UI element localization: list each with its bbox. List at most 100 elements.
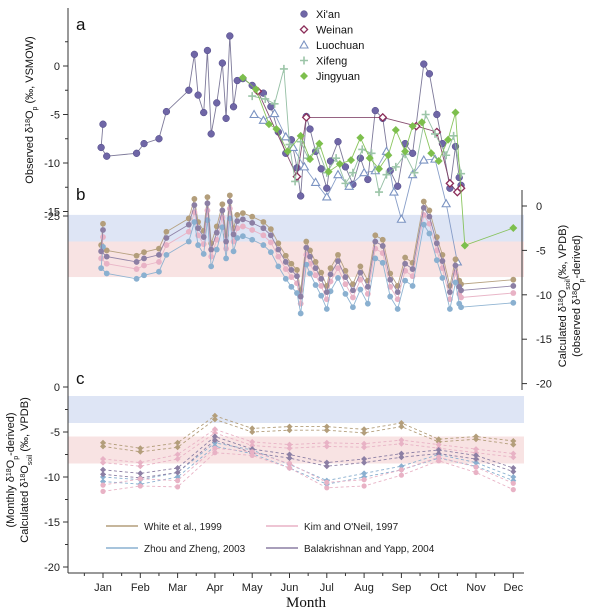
legend-a-label: Xi'an <box>316 9 340 21</box>
series-c-point <box>100 471 106 478</box>
series-a-point <box>445 178 455 188</box>
x-tick-label: May <box>242 582 263 594</box>
series-b-line <box>100 218 514 314</box>
series-a-point <box>444 135 453 144</box>
series-b-point <box>208 253 215 260</box>
series-a-point <box>391 126 400 135</box>
legend-a-marker <box>300 10 308 18</box>
series-a-point <box>296 131 305 140</box>
series-b-point <box>379 243 386 249</box>
series-b-point <box>234 211 241 218</box>
series-b-point <box>234 235 241 241</box>
series-b-point <box>372 232 379 239</box>
series-c-point <box>323 427 330 434</box>
series-a-point <box>341 179 350 188</box>
legend-a-label: Jingyuan <box>316 71 360 83</box>
series-a-point <box>207 130 215 138</box>
series-a-point <box>285 140 294 149</box>
series-b-point <box>191 202 198 209</box>
y-title-a: Observed δ18Op (‰, VSMOW) <box>24 36 39 183</box>
series-a-point <box>348 168 357 177</box>
tick-label-a: -10 <box>44 158 60 170</box>
series-b-point <box>510 283 517 289</box>
series-a-point <box>226 32 234 40</box>
series-c-extra-point <box>398 472 404 478</box>
tick-label-c: -5 <box>50 427 60 439</box>
series-c-line <box>102 439 514 479</box>
y-title-b-line2-part: (observed δ <box>571 299 583 357</box>
series-b-point <box>452 262 459 269</box>
series-b-point <box>185 238 192 245</box>
series-b-point <box>426 230 433 237</box>
series-b-line <box>100 195 514 291</box>
legend-a-marker <box>300 56 308 65</box>
series-a-point <box>375 164 384 173</box>
series-c-point <box>473 436 479 443</box>
series-b-point <box>185 228 192 235</box>
series-b-point <box>327 271 334 278</box>
series-a-point <box>417 118 426 127</box>
legends: Xi'an Weinan Luochuan Xifeng Jingyuan White e… <box>106 9 435 555</box>
series-c-point <box>510 441 517 448</box>
series-c-extra-point <box>175 484 181 490</box>
series-b-point <box>303 244 310 251</box>
series-b-point <box>342 267 349 274</box>
series-b-point <box>223 245 229 252</box>
series-b-point <box>98 255 105 262</box>
series-a-point <box>248 92 257 101</box>
y-title-c-line1-part: -derived) <box>5 412 17 455</box>
series-c-point <box>473 452 479 459</box>
series-c-point <box>361 440 368 447</box>
series-b-point <box>420 204 427 211</box>
band-1-1 <box>68 436 524 464</box>
series-b-point <box>297 310 304 317</box>
series-b-2 <box>98 215 517 317</box>
series-a-point <box>384 151 393 160</box>
series-b-point <box>323 289 330 296</box>
series-b-point <box>195 225 202 232</box>
series-b-point <box>297 293 304 300</box>
y-title-a-part: 18 <box>25 119 32 127</box>
series-b-point <box>312 259 319 265</box>
y-title-a-part: (‰, VSMOW) <box>24 36 36 106</box>
y-title-c-line2-part: (‰, VPDB) <box>19 397 31 454</box>
series-b-point <box>439 275 446 281</box>
legend-a-marker <box>299 24 309 35</box>
legend-a-label: Weinan <box>316 25 353 37</box>
series-c-extra-point <box>473 464 479 470</box>
series-c-point <box>286 455 293 462</box>
series-b-point <box>163 228 170 235</box>
series-b-point <box>163 242 170 248</box>
series-b-point <box>230 248 237 255</box>
series-a-point <box>264 120 273 129</box>
series-b-point <box>357 263 364 270</box>
series-b-point <box>335 258 341 264</box>
series-a-point <box>213 99 221 107</box>
series-b-point <box>294 290 300 296</box>
series-a-luochuan <box>249 108 463 266</box>
series-b-point <box>318 283 325 289</box>
series-c-point <box>398 420 405 426</box>
series-b-1 <box>98 205 517 307</box>
series-a-point <box>269 108 280 118</box>
series-c-point <box>510 454 517 461</box>
series-b-point <box>364 283 371 290</box>
series-a-point <box>103 152 111 160</box>
series-b-point <box>357 276 364 283</box>
series-b-point <box>379 236 386 243</box>
series-a-point <box>315 139 324 148</box>
series-b-point <box>103 260 110 267</box>
series-c-point <box>100 456 106 462</box>
series-b-point <box>387 293 394 300</box>
series-b-line <box>100 201 514 297</box>
series-b-point <box>357 286 364 293</box>
series-c-point <box>211 426 218 433</box>
series-c-point <box>361 459 368 466</box>
series-c-line <box>102 415 514 449</box>
series-c-extra-point <box>212 445 218 451</box>
series-b-point <box>204 207 211 214</box>
series-c-extra-point <box>398 467 404 473</box>
x-tick-label: Sep <box>392 582 412 594</box>
series-b-point <box>350 304 356 311</box>
